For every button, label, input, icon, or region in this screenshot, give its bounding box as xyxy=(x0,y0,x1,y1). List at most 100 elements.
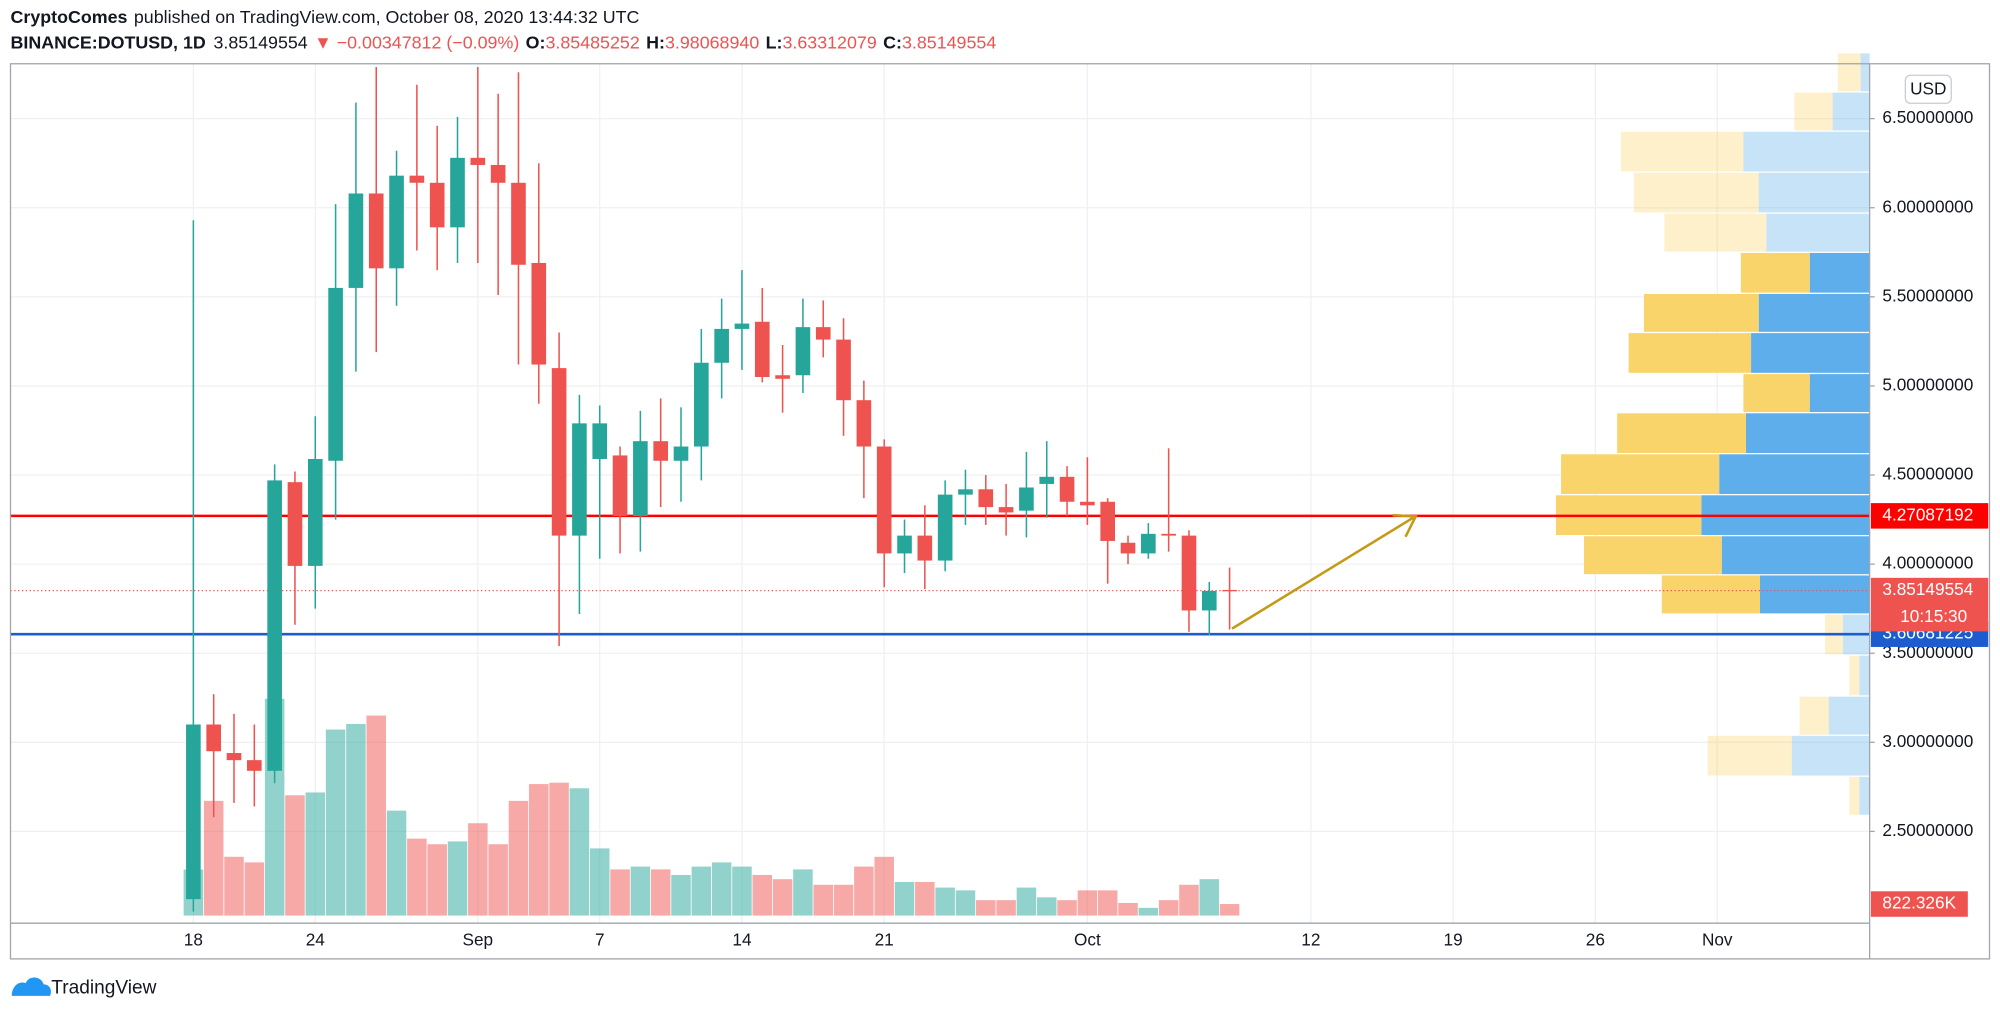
candle-body xyxy=(490,164,506,183)
volume-bar xyxy=(1179,884,1199,916)
candle-body xyxy=(775,375,790,379)
volume-bar xyxy=(1199,879,1220,916)
profile-up xyxy=(1809,374,1870,413)
ohlc-label: H: xyxy=(646,32,665,52)
volume-bar xyxy=(1097,890,1118,916)
profile-up xyxy=(1745,413,1870,454)
change: ▼ −0.00347812 (−0.09%) xyxy=(314,32,519,52)
x-tick-label: 21 xyxy=(875,930,894,950)
profile-down xyxy=(1643,293,1759,332)
volume-bar xyxy=(325,729,346,916)
candle-body xyxy=(612,455,628,517)
x-tick-label: 12 xyxy=(1301,930,1320,950)
y-tick-label: 5.50000000 xyxy=(1882,285,1973,305)
volume-bar xyxy=(386,810,407,916)
volume-bar xyxy=(346,723,366,916)
volume-bar xyxy=(915,881,935,916)
candles xyxy=(186,66,1237,912)
profile-down xyxy=(1664,213,1767,252)
y-tick-label: 2.50000000 xyxy=(1882,820,1973,840)
profile-up xyxy=(1832,92,1870,131)
volume-bar xyxy=(427,844,447,916)
header-line-1: CryptoComes published on TradingView.com,… xyxy=(11,7,640,27)
y-tick-label: 4.50000000 xyxy=(1882,464,1973,484)
volume-label-box xyxy=(1870,891,1968,917)
ohlc-value: 3.63312079 xyxy=(782,32,876,52)
x-tick-label: Nov xyxy=(1702,930,1733,950)
volume-bar xyxy=(691,866,712,916)
profile-up xyxy=(1828,696,1870,735)
x-tick-label: 18 xyxy=(184,930,203,950)
x-tick-label: 24 xyxy=(306,930,326,950)
profile-down xyxy=(1633,172,1759,213)
brand-logo xyxy=(11,977,52,996)
candle-body xyxy=(734,323,750,329)
last-price-label: 3.85149554 xyxy=(1882,579,1973,599)
candle-body xyxy=(978,489,994,508)
profile-up xyxy=(1743,131,1870,172)
line-label: 4.27087192 xyxy=(1882,504,1973,524)
profile-down xyxy=(1849,776,1860,815)
volume-bar xyxy=(468,823,488,916)
volume-bar xyxy=(589,848,610,916)
profile-down xyxy=(1561,454,1720,494)
candle-body xyxy=(673,446,689,461)
volume-bar xyxy=(305,792,326,916)
volume-bar xyxy=(976,900,996,916)
volume-bar xyxy=(955,890,976,916)
volume-bar xyxy=(732,866,752,916)
profile-up xyxy=(1721,536,1870,575)
candle-body xyxy=(1039,476,1055,484)
profile-down xyxy=(1628,333,1752,373)
candle-body xyxy=(267,480,282,771)
profile-up xyxy=(1791,735,1870,776)
candle-body xyxy=(551,368,567,536)
candle-body xyxy=(694,362,709,447)
candle-body xyxy=(247,760,262,771)
ohlc-value: 3.85149554 xyxy=(902,32,996,52)
candle-body xyxy=(633,441,648,517)
candle-body xyxy=(876,446,892,554)
profile-up xyxy=(1859,776,1870,815)
ohlc-label: C: xyxy=(883,32,902,52)
volume-bar xyxy=(488,844,508,916)
volume-bar xyxy=(996,900,1016,916)
candle-body xyxy=(511,182,526,265)
volume-bar xyxy=(366,715,386,916)
candle-body xyxy=(206,724,222,752)
profile-up xyxy=(1719,454,1870,494)
candle-body xyxy=(795,327,811,376)
countdown: 10:15:30 xyxy=(1900,606,1967,626)
x-tick-label: 14 xyxy=(732,930,752,950)
volume-bar xyxy=(894,881,915,916)
frame xyxy=(9,63,1991,960)
profile-down xyxy=(1620,131,1744,172)
volume-bar xyxy=(569,788,590,916)
candle-body xyxy=(368,193,384,269)
profile-up xyxy=(1759,575,1870,614)
profile-down xyxy=(1743,374,1810,413)
candle-body xyxy=(409,175,425,183)
candle-body xyxy=(1201,590,1217,611)
candle-body xyxy=(592,423,608,459)
volume-bar xyxy=(1118,902,1138,916)
x-tick-label: 26 xyxy=(1586,930,1605,950)
candle-body xyxy=(958,489,973,495)
volume-bar xyxy=(630,866,651,916)
profile-down xyxy=(1849,655,1860,696)
candle-body xyxy=(937,494,953,561)
candle-body xyxy=(998,507,1014,513)
y-tick-label: 6.50000000 xyxy=(1882,107,1973,127)
arrow-head xyxy=(1392,513,1418,538)
symbol: BINANCE:DOTUSD, 1D xyxy=(11,32,206,52)
candle-body xyxy=(917,535,933,561)
candle-body xyxy=(429,182,445,228)
y-tick-label: 4.00000000 xyxy=(1882,553,1973,573)
candle-body xyxy=(897,535,912,554)
volume-bar xyxy=(224,856,244,916)
volume-label: 822.326K xyxy=(1882,893,1956,913)
brand-name: TradingView xyxy=(51,977,156,998)
last-price-box xyxy=(1870,577,1989,632)
candle-body xyxy=(307,458,323,566)
x-tick-label: 19 xyxy=(1444,930,1463,950)
